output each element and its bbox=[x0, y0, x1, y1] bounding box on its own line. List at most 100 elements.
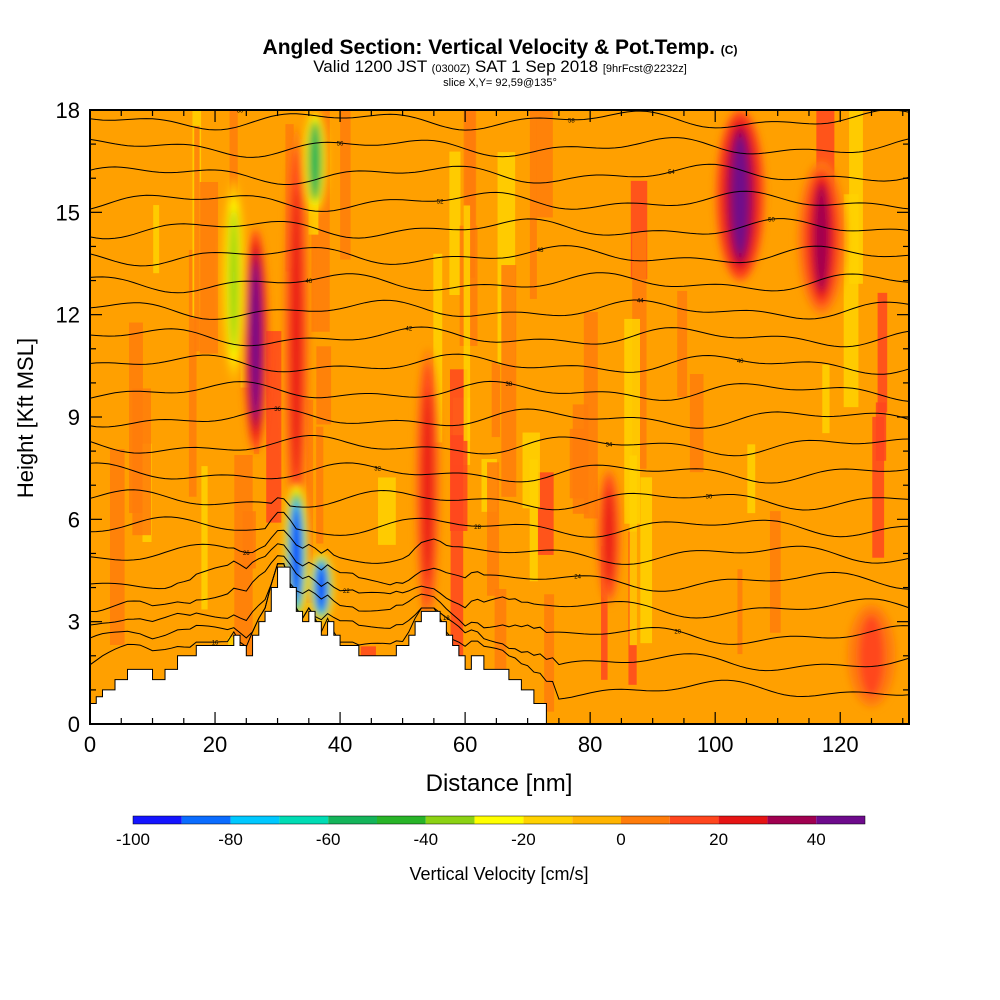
chart-title: Angled Section: Vertical Velocity & Pot.… bbox=[262, 36, 738, 59]
y-tick-label: 0 bbox=[68, 712, 80, 737]
velocity-streak bbox=[872, 416, 885, 558]
velocity-streak bbox=[132, 388, 151, 536]
velocity-streak bbox=[629, 455, 637, 646]
velocity-streak bbox=[689, 373, 704, 473]
velocity-streak bbox=[266, 331, 282, 523]
colorbar-swatch bbox=[767, 816, 817, 824]
isentrope-label: 44 bbox=[637, 299, 644, 305]
isentrope-label: 60 bbox=[237, 109, 244, 115]
isentrope-line bbox=[90, 543, 909, 592]
velocity-streak bbox=[501, 265, 517, 497]
colorbar-label: Vertical Velocity [cm/s] bbox=[409, 864, 588, 884]
colorbar-tick-label: -40 bbox=[414, 830, 439, 849]
isentrope-line bbox=[90, 299, 909, 320]
isentrope-line bbox=[90, 462, 909, 484]
velocity-streak bbox=[433, 253, 443, 443]
isentrope-line bbox=[90, 511, 909, 538]
colorbar-swatch bbox=[572, 816, 621, 824]
isentrope-line bbox=[90, 435, 909, 457]
downdraft-core bbox=[316, 563, 326, 612]
isentrope-label: 16 bbox=[212, 641, 219, 647]
colorbar-tick-label: -100 bbox=[116, 830, 150, 849]
velocity-streak bbox=[544, 594, 555, 712]
x-tick-label: 120 bbox=[822, 732, 859, 757]
updraft-core bbox=[814, 184, 829, 292]
colorbar-frame bbox=[132, 815, 866, 825]
velocity-streak bbox=[109, 449, 125, 645]
velocity-streak bbox=[491, 362, 501, 438]
isentrope-line bbox=[90, 245, 909, 267]
x-tick-label: 40 bbox=[328, 732, 352, 757]
isentrope-contours: 16 18 20 22 24 26 28 30 32 34 36 38 40 42 44 46 48 50 52 54… bbox=[90, 109, 909, 700]
y-axis-label: Height [Kft MSL] bbox=[13, 338, 38, 498]
isentrope-label: 30 bbox=[706, 494, 713, 500]
terrain-profile bbox=[89, 566, 547, 725]
updraft-core bbox=[251, 262, 261, 418]
velocity-streak bbox=[306, 399, 314, 603]
isentrope-line bbox=[90, 163, 909, 185]
y-tick-label: 9 bbox=[68, 405, 80, 430]
velocity-streak bbox=[601, 546, 608, 680]
velocity-streak bbox=[843, 194, 859, 408]
velocity-streak bbox=[822, 364, 830, 434]
x-tick-label: 100 bbox=[697, 732, 734, 757]
colorbar-tick-label: -20 bbox=[511, 830, 536, 849]
x-tick-label: 80 bbox=[578, 732, 602, 757]
isentrope-line bbox=[90, 110, 909, 131]
velocity-streak bbox=[188, 249, 197, 497]
isentrope-line bbox=[90, 218, 909, 240]
updraft-core bbox=[864, 619, 879, 692]
y-tick-label: 18 bbox=[56, 98, 80, 123]
colorbar-tick-label: 40 bbox=[807, 830, 826, 849]
downdraft-core bbox=[310, 125, 320, 197]
colorbar-swatch bbox=[669, 816, 719, 824]
velocity-streak bbox=[316, 426, 324, 544]
colorbar-swatch bbox=[621, 816, 670, 824]
isentrope-label: 20 bbox=[674, 629, 681, 635]
velocity-streak bbox=[242, 511, 256, 569]
isentrope-label: 48 bbox=[537, 248, 544, 254]
isentrope-label: 50 bbox=[768, 218, 775, 224]
velocity-streak bbox=[640, 477, 653, 644]
y-tick-label: 3 bbox=[68, 610, 80, 635]
isentrope-line bbox=[90, 272, 909, 294]
updraft-core bbox=[423, 389, 433, 581]
velocity-streak bbox=[487, 462, 500, 596]
isentrope-line bbox=[90, 407, 909, 429]
velocity-streak bbox=[877, 292, 888, 413]
isentrope-line bbox=[90, 137, 909, 158]
velocity-streak bbox=[875, 402, 887, 461]
velocity-streak bbox=[463, 205, 471, 441]
colorbar-swatch bbox=[279, 816, 329, 824]
velocity-streak bbox=[769, 511, 781, 633]
x-tick-label: 20 bbox=[203, 732, 227, 757]
isentrope-label: 24 bbox=[574, 574, 581, 580]
velocity-streak bbox=[199, 182, 219, 354]
velocity-streak bbox=[737, 569, 743, 655]
isentrope-label: 46 bbox=[305, 279, 312, 285]
plot-area: 16 18 20 22 24 26 28 30 32 34 36 38 40 42 44 46 48 50 52 54… bbox=[89, 109, 910, 725]
isentrope-label: 42 bbox=[406, 326, 413, 332]
y-tick-label: 12 bbox=[56, 303, 80, 328]
colorbar-swatch bbox=[181, 816, 231, 824]
y-tick-label: 6 bbox=[68, 507, 80, 532]
velocity-streak bbox=[194, 125, 200, 352]
colorbar-swatch bbox=[523, 816, 573, 824]
velocity-streak bbox=[677, 290, 688, 397]
isentrope-label: 36 bbox=[274, 407, 281, 413]
colorbar-tick-label: 20 bbox=[709, 830, 728, 849]
velocity-streak bbox=[340, 110, 351, 260]
colorbar-swatch bbox=[328, 816, 377, 824]
chart-valid-time: Valid 1200 JST (0300Z) SAT 1 Sep 2018 [9… bbox=[313, 57, 687, 76]
downdraft-core bbox=[229, 208, 239, 353]
velocity-streak bbox=[316, 346, 332, 425]
isentrope-label: 40 bbox=[737, 359, 744, 365]
colorbar-swatch bbox=[230, 816, 280, 824]
velocity-streak bbox=[229, 110, 238, 220]
isentrope-line bbox=[90, 563, 909, 700]
velocity-streak bbox=[449, 151, 461, 296]
isentrope-label: 32 bbox=[374, 466, 381, 472]
isentrope-line bbox=[90, 353, 909, 375]
chart-slice-info: slice X,Y= 92,59@135° bbox=[443, 77, 557, 89]
colorbar-swatch bbox=[133, 816, 182, 824]
